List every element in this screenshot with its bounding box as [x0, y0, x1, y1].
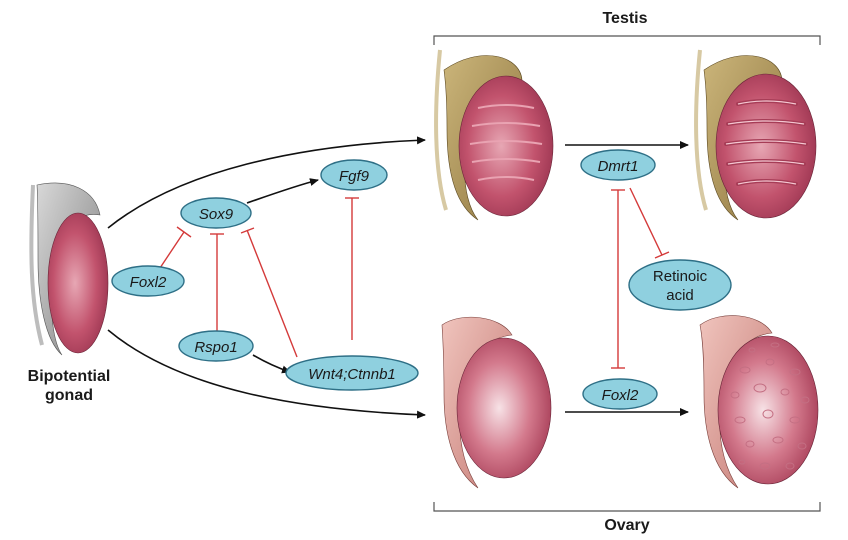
node-dmrt1-label: Dmrt1	[598, 158, 639, 175]
inhibit-foxl2-sox9	[159, 226, 192, 269]
node-rspo1-label: Rspo1	[194, 339, 237, 356]
node-foxl2-right-label: Foxl2	[602, 387, 639, 404]
node-rspo1: Rspo1	[178, 330, 254, 362]
early-testis-image	[434, 49, 554, 221]
inhibit-dmrt1-foxl2	[611, 189, 625, 369]
testis-label: Testis	[602, 10, 648, 27]
early-ovary-image	[441, 316, 552, 489]
node-foxl2-right: Foxl2	[582, 378, 658, 410]
arrow-sox9-to-fgf9	[246, 178, 319, 204]
mature-ovary-image	[699, 315, 819, 489]
activation-arrows	[107, 136, 689, 419]
ovary-bracket	[433, 502, 821, 512]
arrow-gonad-to-testis	[107, 136, 426, 229]
node-fgf9: Fgf9	[320, 159, 388, 191]
inhibit-dmrt1-retinoic	[629, 187, 670, 259]
inhibit-wnt4-fgf9	[345, 197, 359, 340]
arrow-rspo1-to-wnt4	[252, 354, 291, 374]
node-foxl2-left-label: Foxl2	[130, 274, 167, 291]
node-sox9: Sox9	[180, 197, 252, 229]
inhibition-lines	[159, 187, 670, 369]
ovary-label: Ovary	[604, 517, 650, 534]
node-retinoic-acid: Retinoic acid	[628, 259, 732, 311]
node-foxl2-left: Foxl2	[111, 265, 185, 297]
arrow-gonad-to-ovary	[107, 329, 426, 419]
node-sox9-label: Sox9	[199, 206, 234, 223]
testis-bracket	[433, 35, 821, 45]
inhibit-rspo1-sox9	[210, 233, 224, 332]
node-wnt4-ctnnb1-label: Wnt4;Ctnnb1	[308, 366, 396, 383]
node-wnt4-ctnnb1: Wnt4;Ctnnb1	[285, 355, 419, 391]
node-dmrt1: Dmrt1	[580, 149, 656, 181]
node-retinoic-acid-label-line2: acid	[666, 287, 694, 304]
inhibit-wnt4-sox9	[240, 227, 298, 358]
node-fgf9-label: Fgf9	[339, 168, 370, 185]
node-retinoic-acid-label-line1: Retinoic	[653, 268, 708, 285]
bipotential-gonad-image	[29, 182, 109, 356]
mature-testis-image	[694, 49, 817, 221]
bipotential-gonad-label-line1: Bipotential	[27, 368, 111, 385]
bipotential-gonad-label-line2: gonad	[45, 387, 93, 404]
